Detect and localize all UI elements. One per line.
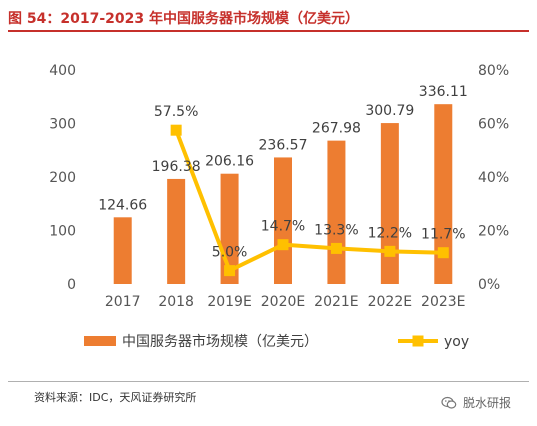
left-axis-tick: 400 bbox=[49, 63, 76, 79]
bar-2023E bbox=[434, 104, 453, 284]
yoy-label-2020E: 14.7% bbox=[261, 219, 305, 235]
watermark-text: 脱水研报 bbox=[462, 396, 511, 410]
legend-line-marker bbox=[412, 335, 424, 347]
bar-label-2018: 196.38 bbox=[152, 159, 201, 175]
x-axis-tick: 2018 bbox=[158, 294, 194, 310]
bar-2017 bbox=[113, 217, 132, 284]
right-axis-tick: 80% bbox=[478, 63, 509, 79]
yoy-point-2018 bbox=[170, 124, 182, 136]
bar-series bbox=[113, 104, 453, 284]
yoy-point-2020E bbox=[277, 239, 289, 251]
x-axis-tick: 2023E bbox=[421, 294, 465, 310]
left-axis-tick: 0 bbox=[67, 277, 76, 293]
footer-divider bbox=[8, 381, 529, 382]
watermark: 脱水研报 bbox=[441, 394, 511, 411]
yoy-label-2021E: 13.3% bbox=[314, 222, 358, 238]
right-axis-tick: 60% bbox=[478, 117, 509, 133]
yoy-line bbox=[174, 129, 444, 273]
left-axis-tick: 100 bbox=[49, 224, 76, 240]
title-divider bbox=[8, 30, 529, 32]
legend-bar-label: 中国服务器市场规模（亿美元） bbox=[122, 333, 318, 350]
bar-2020E bbox=[274, 157, 292, 284]
yoy-label-2018: 57.5% bbox=[154, 104, 198, 120]
right-axis-tick: 20% bbox=[478, 224, 509, 240]
right-axis-tick: 40% bbox=[478, 170, 509, 186]
yoy-point-2021E bbox=[330, 242, 342, 254]
x-axis-tick: 2021E bbox=[314, 294, 358, 310]
wechat-icon bbox=[441, 396, 457, 409]
legend-bar-swatch bbox=[84, 336, 116, 346]
yoy-label-2019E: 5.0% bbox=[212, 245, 248, 261]
axis-tick-labels: 0 100 200 300 400 0% 20% 40% 60% 80% 2017 2018 2019E… bbox=[49, 63, 509, 310]
left-axis-tick: 200 bbox=[49, 170, 76, 186]
bar-label-2017: 124.66 bbox=[98, 197, 147, 213]
legend-line-label: yoy bbox=[444, 334, 469, 350]
x-axis-tick: 2022E bbox=[368, 294, 412, 310]
yoy-point-2019E bbox=[224, 265, 236, 277]
bar-label-2021E: 267.98 bbox=[312, 121, 361, 137]
chart-title: 图 54：2017-2023 年中国服务器市场规模（亿美元） bbox=[8, 11, 359, 27]
bar-label-2022E: 300.79 bbox=[365, 103, 414, 119]
left-axis-tick: 300 bbox=[49, 117, 76, 133]
yoy-line-series bbox=[170, 124, 449, 277]
source-note: 资料来源：IDC，天风证券研究所 bbox=[34, 391, 197, 404]
yoy-label-2022E: 12.2% bbox=[368, 225, 412, 241]
x-axis-tick: 2017 bbox=[105, 294, 141, 310]
yoy-point-2022E bbox=[384, 245, 396, 257]
bar-label-2023E: 336.11 bbox=[419, 84, 468, 100]
right-axis-tick: 0% bbox=[478, 277, 500, 293]
bar-label-2020E: 236.57 bbox=[259, 137, 308, 153]
bar-label-2019E: 206.16 bbox=[205, 154, 254, 170]
x-axis-tick: 2019E bbox=[207, 294, 251, 310]
bar-2022E bbox=[380, 123, 399, 284]
x-axis-tick: 2020E bbox=[261, 294, 305, 310]
bar-2018 bbox=[167, 178, 186, 284]
yoy-label-2023E: 11.7% bbox=[421, 227, 465, 243]
chart-legend: 中国服务器市场规模（亿美元） yoy bbox=[84, 333, 469, 350]
yoy-point-2023E bbox=[437, 247, 449, 259]
bar-2021E bbox=[327, 140, 346, 284]
